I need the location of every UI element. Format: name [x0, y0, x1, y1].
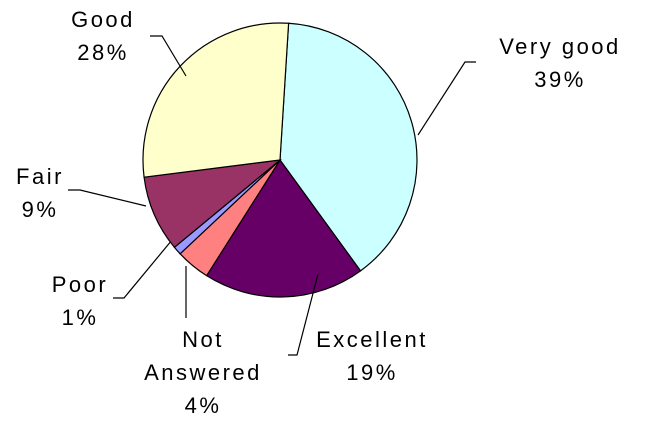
value-label: 9%	[21, 197, 59, 222]
value-label: 4%	[184, 393, 222, 418]
category-label: Very good	[499, 34, 621, 59]
value-label: 1%	[61, 305, 99, 330]
slice-label: Excellent 19%	[272, 323, 472, 389]
slice-label: Very good 39%	[460, 30, 648, 96]
category-label: Good	[71, 7, 135, 32]
category-label: Fair	[16, 164, 64, 189]
value-label: 19%	[346, 360, 398, 385]
slice-label: Fair 9%	[0, 160, 80, 226]
pie-slice	[205, 158, 362, 298]
category-label: Excellent	[316, 327, 428, 352]
leader-line	[417, 61, 476, 136]
slice-label: Good 28%	[43, 3, 163, 69]
pie-slice	[279, 22, 418, 272]
value-label: 28%	[77, 40, 129, 65]
slice-label: Not Answered 4%	[128, 323, 278, 422]
pie-slice	[142, 22, 290, 178]
category-label: Poor	[51, 272, 109, 297]
value-label: 39%	[534, 67, 586, 92]
leader-line	[68, 189, 147, 207]
leader-line	[150, 35, 187, 77]
leader-line	[113, 239, 173, 299]
leader-line	[288, 273, 319, 356]
slice-label: Poor 1%	[20, 268, 140, 334]
category-label: Not Answered	[144, 327, 262, 385]
